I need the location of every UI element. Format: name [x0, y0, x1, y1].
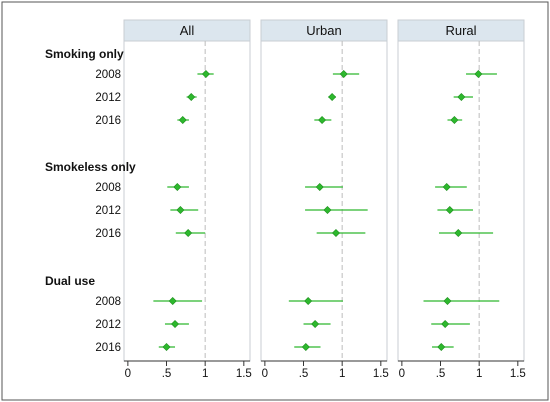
estimate-marker: [187, 92, 196, 102]
x-tick-label: 1: [202, 368, 208, 380]
estimate-marker: [184, 228, 193, 238]
estimate-marker: [168, 296, 177, 306]
year-label: 2012: [95, 92, 121, 104]
x-tick-label: 1: [476, 368, 482, 380]
panel-header: [260, 19, 388, 42]
x-tick-label: 0: [125, 368, 131, 380]
estimate-marker: [170, 319, 180, 329]
estimate-marker: [176, 205, 185, 215]
estimate-marker: [331, 228, 341, 238]
year-label: 2012: [95, 319, 121, 331]
x-tick-label: .5: [162, 368, 172, 380]
estimate-marker: [474, 69, 483, 79]
plot-area: [260, 40, 388, 362]
estimate-marker: [441, 319, 450, 329]
estimate-marker: [315, 182, 324, 192]
estimate-marker: [318, 115, 327, 125]
x-tick-label: 1.5: [373, 368, 389, 380]
group-label: Dual use: [45, 274, 95, 288]
estimate-marker: [445, 205, 454, 215]
panel-rural: Rural 0 .5 1 1.5: [397, 19, 526, 380]
year-label: 2008: [95, 69, 121, 81]
estimate-marker: [201, 69, 210, 79]
estimate-marker: [304, 296, 313, 306]
year-label: 2008: [95, 296, 121, 308]
estimate-marker: [339, 69, 348, 79]
estimate-marker: [442, 182, 451, 192]
estimate-marker: [178, 115, 187, 125]
year-label: 2016: [95, 228, 121, 240]
panels-layer: All 0 .5 1 1.5 Urban 0 .5 1 1.5 Rural 0 .5 1 1.5: [123, 19, 526, 380]
panel-title: Rural: [445, 23, 476, 38]
x-tick-label: .5: [299, 368, 309, 380]
x-tick-label: 1.5: [236, 368, 252, 380]
estimate-marker: [457, 92, 466, 102]
panel-header: [123, 19, 251, 42]
row-labels-layer: Smoking only 2008 2012 2016 Smokeless only 20…: [45, 47, 136, 354]
estimate-marker: [450, 115, 459, 125]
estimate-marker: [301, 342, 310, 352]
x-tick-label: 1: [339, 368, 345, 380]
estimate-marker: [162, 342, 171, 352]
x-tick-label: 0: [262, 368, 268, 380]
estimate-marker: [454, 228, 463, 238]
year-label: 2016: [95, 342, 121, 354]
x-tick-label: 0: [399, 368, 405, 380]
x-tick-label: .5: [436, 368, 446, 380]
panel-title: All: [180, 23, 195, 38]
panel-all: All 0 .5 1 1.5: [123, 19, 252, 380]
plot-area: [397, 40, 525, 362]
estimate-marker: [443, 296, 452, 306]
group-label: Smoking only: [45, 47, 124, 61]
panel-header: [397, 19, 525, 42]
group-label: Smokeless only: [45, 160, 136, 174]
plot-area: [123, 40, 251, 362]
panel-title: Urban: [306, 23, 341, 38]
year-label: 2008: [95, 182, 121, 194]
year-label: 2012: [95, 205, 121, 217]
year-label: 2016: [95, 115, 121, 127]
estimate-marker: [437, 342, 446, 352]
x-tick-label: 1.5: [510, 368, 526, 380]
estimate-marker: [311, 319, 320, 329]
estimate-marker: [323, 205, 332, 215]
estimate-marker: [173, 182, 182, 192]
estimate-marker: [328, 92, 337, 102]
panel-urban: Urban 0 .5 1 1.5: [260, 19, 389, 380]
